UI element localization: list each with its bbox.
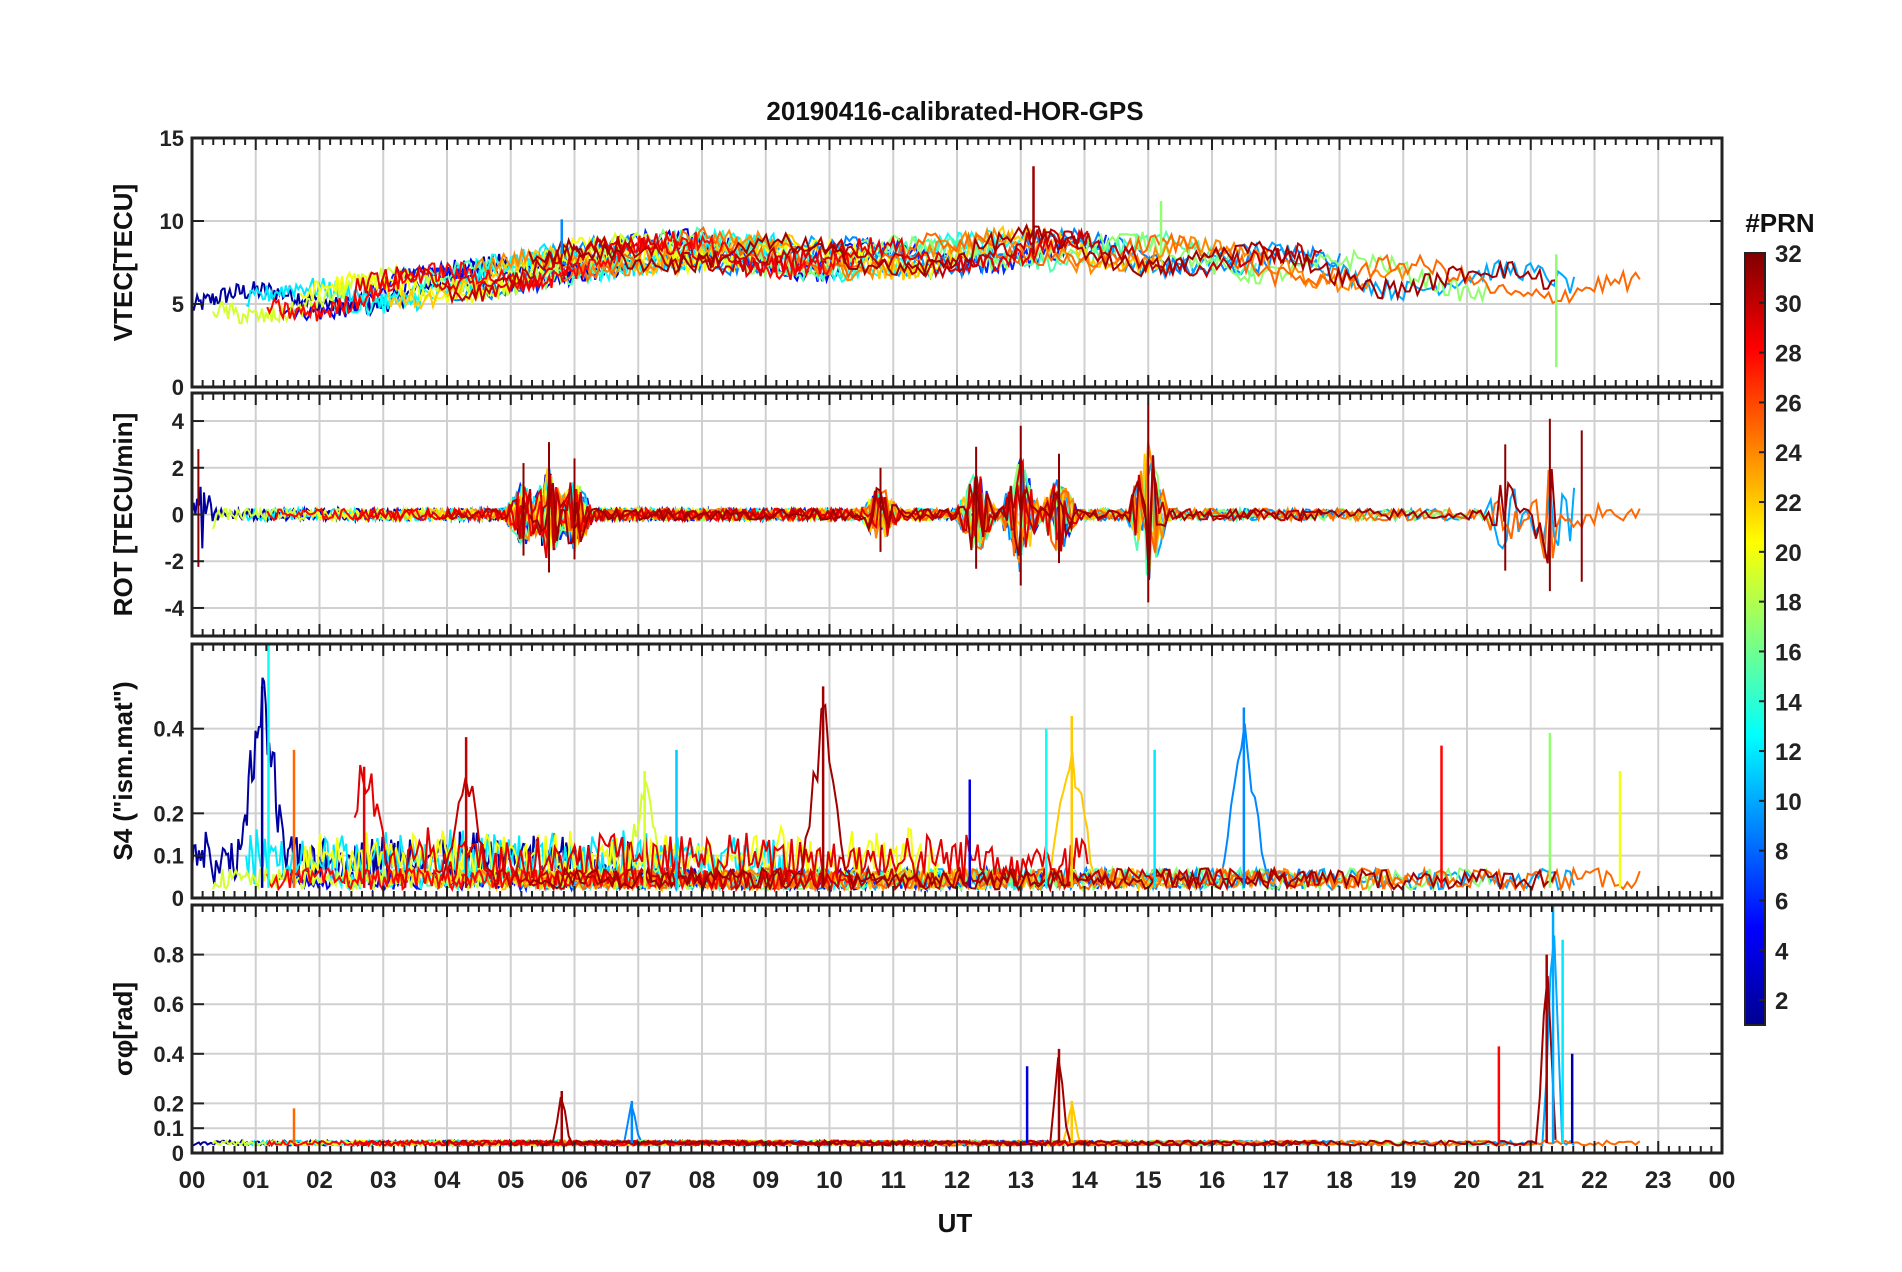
chart-title: 20190416-calibrated-HOR-GPS — [766, 96, 1143, 126]
y-tick-label: 2 — [172, 456, 184, 481]
x-tick-label: 08 — [689, 1167, 716, 1194]
colorbar-tick-label: 18 — [1775, 590, 1802, 617]
y-axis-label-rot: ROT [TECU/min] — [108, 413, 138, 617]
series-prn-29 — [353, 764, 1089, 888]
series-prn-31 — [528, 455, 1557, 581]
colorbar-tick-label: 32 — [1775, 241, 1802, 268]
colorbar-tick-label: 20 — [1775, 540, 1802, 567]
x-tick-label: 02 — [306, 1167, 333, 1194]
x-tick-label: 18 — [1326, 1167, 1353, 1194]
x-tick-label: 17 — [1262, 1167, 1289, 1194]
x-tick-label: 14 — [1071, 1167, 1098, 1194]
series-prn-30 — [440, 777, 1323, 893]
y-tick-label: -4 — [164, 596, 184, 621]
y-tick-label: 0.6 — [153, 992, 184, 1017]
series-prn-28 — [266, 229, 855, 322]
colorbar-title: #PRN — [1745, 208, 1814, 238]
colorbar-tick-label: 14 — [1775, 689, 1802, 716]
x-tick-label: 12 — [944, 1167, 971, 1194]
panel-vtec: 0 5 10 15 VTEC[TECU] — [108, 126, 1724, 400]
colorbar-tick-label: 6 — [1775, 888, 1788, 915]
series-prn-31 — [529, 975, 1557, 1148]
x-tick-label: 21 — [1517, 1167, 1544, 1194]
x-tick-label: 04 — [434, 1167, 461, 1194]
x-tick-label: 06 — [561, 1167, 588, 1194]
y-axis-label-vtec: VTEC[TECU] — [108, 184, 138, 341]
x-tick-label: 19 — [1390, 1167, 1417, 1194]
colorbar-tick-label: 8 — [1775, 839, 1788, 866]
colorbar-tick-label: 2 — [1775, 988, 1788, 1015]
y-tick-label: 0 — [172, 886, 184, 911]
y-tick-label: 0.1 — [153, 1116, 184, 1141]
y-tick-label: 10 — [160, 209, 184, 234]
colorbar-tick-label: 22 — [1775, 490, 1802, 517]
y-tick-label: 0.2 — [153, 1091, 184, 1116]
series-group-rot — [192, 404, 1641, 603]
x-tick-label: 07 — [625, 1167, 652, 1194]
y-tick-label: 0.1 — [153, 844, 184, 869]
x-tick-label: 10 — [816, 1167, 843, 1194]
y-tick-label: 15 — [160, 126, 184, 151]
series-prn-31 — [528, 702, 1557, 893]
y-axis-label-s4: S4 ("ism.mat") — [108, 681, 138, 860]
x-tick-label: 09 — [752, 1167, 779, 1194]
x-tick-label: 05 — [497, 1167, 524, 1194]
x-tick-label: 01 — [242, 1167, 269, 1194]
series-prn-15 — [420, 226, 1257, 290]
x-tick-label: 15 — [1135, 1167, 1162, 1194]
x-tick-label: 23 — [1645, 1167, 1672, 1194]
y-tick-label: 4 — [172, 409, 185, 434]
colorbar-tick-label: 28 — [1775, 341, 1802, 368]
y-tick-label: 0.4 — [153, 1042, 184, 1067]
y-axis-label-sigma_phi: σφ[rad] — [108, 982, 138, 1076]
panel-rot: -4 -2 0 2 4 ROT [TECU/min] — [108, 391, 1724, 638]
y-tick-label: 5 — [172, 292, 184, 317]
x-tick-label: 00 — [1709, 1167, 1736, 1194]
y-tick-label: 0.4 — [153, 717, 184, 742]
x-tick-label: 11 — [881, 1167, 906, 1194]
y-tick-label: 0.2 — [153, 801, 184, 826]
y-tick-label: 0 — [172, 503, 184, 528]
y-tick-label: -2 — [164, 549, 184, 574]
panel-sigma_phi: 00.10.2 0.4 0.6 0.8 σφ[rad] 00 01 02 03 04 05 06 07 0… — [108, 903, 1736, 1194]
series-group-vtec — [192, 166, 1641, 368]
y-tick-label: 0 — [172, 1141, 184, 1166]
series-group-sigma_phi — [192, 905, 1641, 1148]
x-tick-label: 13 — [1007, 1167, 1034, 1194]
colorbar-tick-label: 10 — [1775, 789, 1802, 816]
colorbar-tick-label: 4 — [1775, 938, 1789, 965]
series-prn-30 — [441, 468, 1323, 552]
colorbar-tick-label: 12 — [1775, 739, 1802, 766]
colorbar-tick-label: 16 — [1775, 639, 1802, 666]
colorbar-gradient — [1744, 252, 1766, 1026]
x-tick-label: 16 — [1199, 1167, 1226, 1194]
x-axis-title: UT — [938, 1208, 973, 1238]
y-tick-label: 0 — [172, 375, 184, 400]
series-prn-31 — [528, 223, 1556, 302]
series-group-s4 — [192, 644, 1641, 894]
colorbar-tick-label: 30 — [1775, 291, 1802, 318]
panel-s4: 0 0.1 0.2 0.4 S4 ("ism.mat") — [108, 642, 1724, 911]
colorbar-tick-label: 26 — [1775, 390, 1802, 417]
x-tick-label: 03 — [370, 1167, 397, 1194]
x-tick-label: 22 — [1581, 1167, 1608, 1194]
x-tick-label: 00 — [179, 1167, 206, 1194]
colorbar-tick-label: 24 — [1775, 440, 1802, 467]
y-tick-label: 0.8 — [153, 943, 184, 968]
series-prn-25 — [562, 864, 1641, 893]
x-tick-label: 20 — [1454, 1167, 1481, 1194]
